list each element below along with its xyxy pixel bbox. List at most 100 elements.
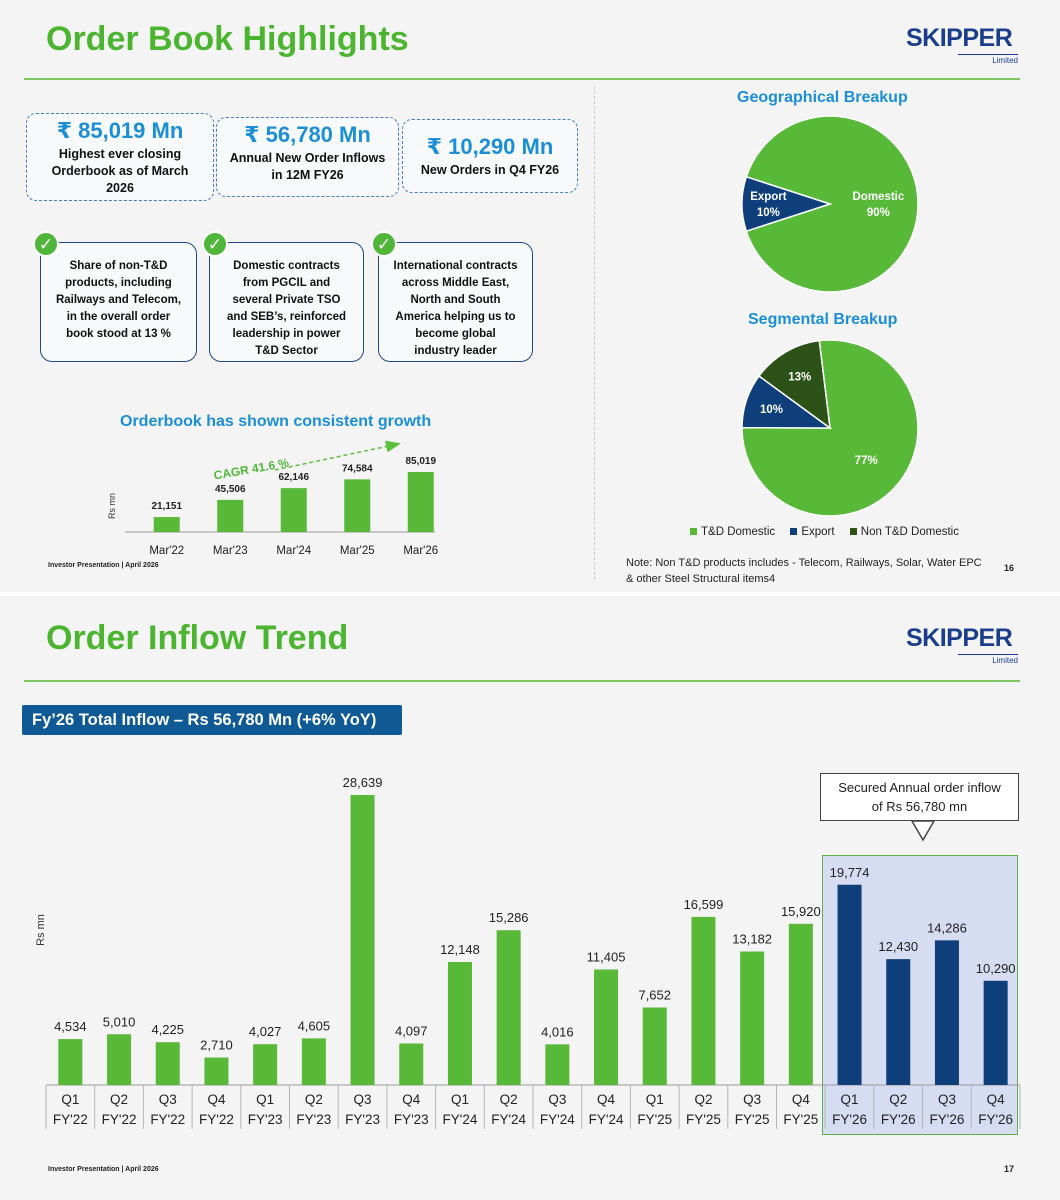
tick-label: Mar'22 [149, 545, 184, 557]
check-icon: ✓ [202, 231, 228, 257]
tick-label: FY'26 [832, 1112, 867, 1127]
data-label: 45,506 [215, 484, 246, 495]
kpi-description: New Orders in Q4 FY26 [420, 163, 560, 177]
geo-breakup-title: Geographical Breakup [737, 89, 908, 106]
callout-arrow-icon [910, 820, 936, 842]
tick-label: Q1 [61, 1092, 79, 1107]
data-label: 4,225 [151, 1022, 184, 1037]
title-divider [24, 680, 1020, 682]
pie-legend: T&D Domestic Export Non T&D Domestic [690, 526, 971, 538]
bar [983, 980, 1008, 1085]
data-label: 16,599 [684, 897, 724, 912]
bar [344, 479, 371, 532]
tick-label: Mar'26 [403, 545, 438, 557]
tick-label: Q3 [354, 1092, 372, 1107]
tick-label: Q1 [841, 1092, 859, 1107]
bar [594, 969, 619, 1085]
title-divider [24, 78, 1020, 80]
tick-label: Q4 [597, 1092, 616, 1107]
bar [642, 1007, 667, 1085]
tick-label: FY'24 [443, 1112, 478, 1127]
bar [934, 940, 959, 1085]
legend-swatch [690, 528, 697, 536]
seg-breakup-title: Segmental Breakup [748, 311, 898, 328]
tick-label: FY'24 [491, 1112, 526, 1127]
tick-label: Q3 [938, 1092, 956, 1107]
segmental-pie-chart: 77% 10% 13% [741, 339, 919, 517]
tick-label: Q2 [889, 1092, 907, 1107]
page-number: 16 [1004, 563, 1015, 573]
slice-label: 77% [855, 455, 878, 467]
data-label: 2,710 [200, 1038, 233, 1053]
bar [301, 1038, 326, 1085]
data-label: 15,286 [489, 910, 529, 925]
bar [740, 951, 765, 1085]
note-domestic-contracts: Domestic contracts from PGCIL and severa… [209, 242, 364, 362]
tick-label: Q2 [110, 1092, 128, 1107]
slice-label: Export [750, 191, 787, 203]
legend-item: Non T&D Domestic [849, 526, 959, 538]
pie-slice [757, 339, 831, 430]
data-label: 4,027 [249, 1024, 282, 1039]
tick-label: Q2 [500, 1092, 518, 1107]
tick-label: FY'22 [53, 1112, 88, 1127]
kpi-orderbook: ₹ 85,019 Mn Highest ever closing Orderbo… [26, 113, 214, 201]
legend-label: Non T&D Domestic [860, 526, 959, 538]
skipper-logo: SKIPPER Limited [906, 24, 1018, 68]
data-label: 62,146 [278, 472, 309, 483]
tick-label: FY'23 [248, 1112, 283, 1127]
data-label: 7,652 [638, 988, 671, 1003]
data-label: 5,010 [103, 1014, 136, 1029]
annual-inflow-callout: Secured Annual order inflow of Rs 56,780… [820, 773, 1019, 821]
legend-item: Export [790, 526, 835, 538]
callout-line: Secured Annual order inflow [838, 780, 1001, 795]
bar [280, 488, 307, 532]
tick-label: Q3 [743, 1092, 761, 1107]
tick-label: Mar'25 [340, 545, 375, 557]
data-label: 4,534 [54, 1019, 87, 1034]
slide-order-book-highlights: Order Book Highlights SKIPPER Limited ₹ … [0, 0, 1060, 592]
legend-label: Export [801, 526, 835, 538]
total-inflow-banner: Fy’26 Total Inflow – Rs 56,780 Mn (+6% Y… [22, 705, 402, 735]
data-label: 13,182 [732, 932, 772, 947]
tick-label: FY'26 [881, 1112, 916, 1127]
orderbook-chart-title: Orderbook has shown consistent growth [120, 413, 432, 430]
bar [217, 499, 244, 532]
data-label: 4,097 [395, 1024, 428, 1039]
kpi-value: ₹ 56,780 Mn [244, 122, 371, 147]
callout-line: of Rs 56,780 mn [871, 799, 968, 814]
bar [153, 517, 180, 532]
tick-label: FY'22 [150, 1112, 185, 1127]
tick-label: Q4 [402, 1092, 421, 1107]
data-label: 74,584 [342, 463, 373, 474]
bar [691, 916, 716, 1085]
legend-item: T&D Domestic [690, 526, 775, 538]
tick-label: Q1 [451, 1092, 469, 1107]
tick-label: Q2 [694, 1092, 712, 1107]
footnote-line: Note: Non T&D products includes - Teleco… [626, 557, 982, 569]
tick-label: Mar'23 [213, 545, 248, 557]
geographical-pie-chart: Domestic 90% Export 10% [741, 115, 919, 293]
note-non-td-share: Share of non-T&D products, including Rai… [40, 242, 197, 362]
bar [253, 1044, 278, 1085]
bar [886, 959, 911, 1085]
kpi-description: Highest ever closing Orderbook as of Mar… [51, 147, 189, 195]
bar [496, 930, 521, 1085]
tick-label: Mar'24 [276, 545, 311, 557]
page-title: Order Book Highlights [46, 20, 409, 58]
tick-label: FY'25 [783, 1112, 818, 1127]
skipper-logo: SKIPPER Limited [906, 624, 1018, 668]
column-separator [594, 86, 595, 580]
bar [58, 1039, 83, 1085]
data-label: 21,151 [151, 501, 182, 512]
bar [447, 961, 472, 1085]
data-label: 4,605 [298, 1018, 331, 1033]
legend-swatch [790, 528, 798, 536]
footnote: Note: Non T&D products includes - Teleco… [626, 555, 982, 587]
tick-label: FY'23 [296, 1112, 331, 1127]
note-international-contracts: International contracts across Middle Ea… [378, 242, 533, 362]
slice-label: 13% [788, 371, 811, 383]
check-icon: ✓ [33, 231, 59, 257]
footer-text: Investor Presentation | April 2026 [48, 1166, 159, 1173]
bar [788, 923, 813, 1085]
